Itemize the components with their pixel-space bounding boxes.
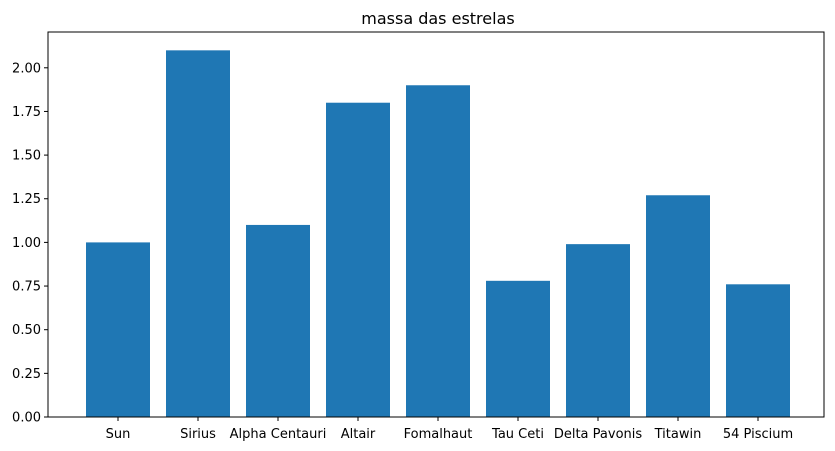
bar-titawin: [646, 195, 710, 417]
x-tick-label: Altair: [341, 427, 376, 442]
x-tick-label: Delta Pavonis: [554, 427, 643, 442]
y-tick-label: 0.50: [12, 323, 41, 338]
x-tick-label: Sirius: [180, 427, 216, 442]
y-tick-label: 0.00: [12, 411, 41, 426]
y-axis: 0.00 0.25 0.50 0.75 1.00 1.25 1.50 1.75 2.00: [12, 61, 48, 426]
bar-delta-pavonis: [566, 244, 630, 417]
bar-fomalhaut: [406, 85, 470, 417]
chart-title: massa das estrelas: [361, 9, 514, 28]
bars-group: [86, 50, 790, 417]
x-axis: Sun Sirius Alpha Centauri Altair Fomalhaut Ta…: [106, 417, 793, 442]
x-tick-label: Alpha Centauri: [230, 427, 327, 442]
y-tick-label: 1.00: [12, 236, 41, 251]
x-tick-label: Titawin: [654, 427, 702, 442]
y-tick-label: 0.25: [12, 367, 41, 382]
x-tick-label: Sun: [106, 427, 131, 442]
bar-altair: [326, 102, 390, 417]
x-tick-label: Tau Ceti: [491, 427, 544, 442]
bar-tau-ceti: [486, 280, 550, 417]
plot-frame: [47, 31, 825, 418]
bar-54-piscium: [726, 284, 790, 417]
y-tick-label: 0.75: [12, 280, 41, 295]
bar-sun: [86, 242, 150, 417]
x-tick-label: Fomalhaut: [404, 427, 473, 442]
y-tick-label: 1.50: [12, 149, 41, 164]
y-tick-label: 1.25: [12, 192, 41, 207]
x-tick-label: 54 Piscium: [723, 427, 793, 442]
bar-alpha-centauri: [246, 224, 310, 417]
y-tick-label: 2.00: [12, 61, 41, 76]
bar-sirius: [166, 50, 230, 417]
y-tick-label: 1.75: [12, 105, 41, 120]
